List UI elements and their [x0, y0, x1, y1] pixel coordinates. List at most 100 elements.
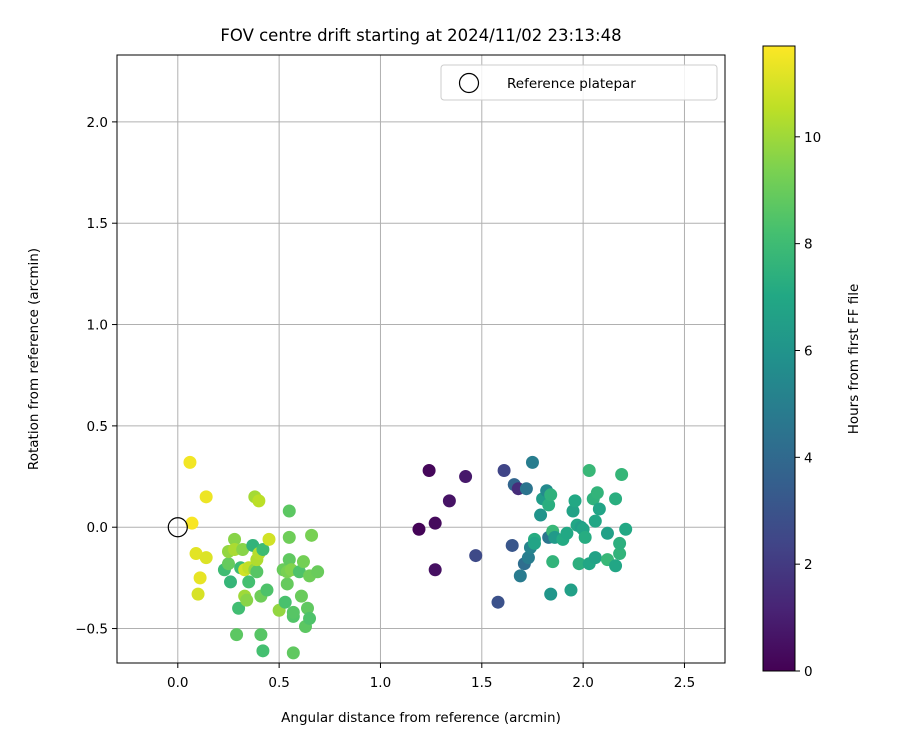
y-tick-label: 0.0 [87, 520, 108, 536]
chart-title: FOV centre drift starting at 2024/11/02 … [220, 26, 621, 45]
data-point [236, 543, 250, 557]
colorbar-ticks: 0 2 4 6 8 10 [795, 130, 821, 680]
data-point [609, 492, 623, 506]
plot-frame [116, 54, 726, 664]
data-point [282, 553, 296, 567]
data-point [542, 498, 556, 512]
data-point [588, 551, 602, 565]
data-point [590, 486, 604, 500]
data-point [223, 575, 237, 589]
data-point [428, 563, 442, 577]
data-point [609, 559, 623, 573]
data-point [183, 455, 197, 469]
colorbar-tick-label: 6 [804, 343, 813, 359]
data-point [428, 516, 442, 530]
y-tick-label: 2.0 [87, 115, 108, 131]
data-point [199, 490, 213, 504]
data-point [527, 536, 541, 550]
data-point [497, 463, 511, 477]
data-point [566, 504, 580, 518]
colorbar-tick-label: 2 [804, 557, 813, 573]
data-point [191, 587, 205, 601]
x-tick-label: 2.5 [674, 675, 695, 691]
colorbar-gradient [762, 45, 796, 672]
data-point [505, 538, 519, 552]
data-point [199, 551, 213, 565]
data-point [564, 583, 578, 597]
data-point [185, 516, 199, 530]
data-point [250, 565, 264, 579]
data-point [491, 595, 505, 609]
data-point [286, 646, 300, 660]
data-point [582, 463, 596, 477]
x-axis-label: Angular distance from reference (arcmin) [281, 710, 561, 726]
y-axis: −0.5 0.0 0.5 1.0 1.5 2.0 [75, 115, 117, 638]
data-point [221, 557, 235, 571]
grid-lines [117, 55, 725, 663]
data-point [619, 522, 633, 536]
data-point [422, 463, 436, 477]
data-point [588, 514, 602, 528]
colorbar-label: Hours from first FF file [846, 284, 862, 435]
data-point [412, 522, 426, 536]
data-point [613, 547, 627, 561]
colorbar-tick-label: 0 [804, 664, 813, 680]
y-tick-label: −0.5 [75, 622, 108, 638]
data-point [592, 502, 606, 516]
data-point [560, 526, 574, 540]
data-point [613, 536, 627, 550]
data-point [262, 532, 276, 546]
data-point [292, 565, 306, 579]
data-point [513, 569, 527, 583]
data-point [311, 565, 325, 579]
legend-marker-icon [458, 72, 480, 94]
legend: Reference platepar [440, 64, 718, 101]
data-point [228, 532, 242, 546]
legend-entry-reference: Reference platepar [507, 76, 636, 92]
colorbar: 0 2 4 6 8 10 Hours from first FF file [762, 45, 862, 680]
data-point [242, 575, 256, 589]
data-point [521, 551, 535, 565]
data-point [615, 468, 629, 482]
x-tick-label: 1.0 [370, 675, 391, 691]
x-tick-label: 0.5 [268, 675, 289, 691]
data-point [519, 482, 533, 496]
data-point [256, 543, 270, 557]
data-point [256, 644, 270, 658]
x-tick-label: 1.5 [471, 675, 492, 691]
colorbar-tick-label: 10 [804, 130, 821, 146]
x-tick-label: 0.0 [167, 675, 188, 691]
data-point [459, 470, 473, 484]
data-point [282, 530, 296, 544]
data-point [240, 593, 254, 607]
data-point [525, 455, 539, 469]
data-point [193, 571, 207, 585]
x-tick-label: 2.0 [572, 675, 593, 691]
data-point [305, 528, 319, 542]
data-point [544, 488, 558, 502]
data-point [294, 589, 308, 603]
data-point [254, 628, 268, 642]
data-point [546, 555, 560, 569]
x-axis: 0.0 0.5 1.0 1.5 2.0 2.5 [167, 663, 695, 691]
y-tick-label: 1.5 [87, 216, 108, 232]
data-point [260, 583, 274, 597]
data-point [534, 508, 548, 522]
reference-platepar-marker [167, 517, 188, 538]
data-point [578, 530, 592, 544]
data-point [296, 555, 310, 569]
reference-point [167, 517, 188, 538]
y-tick-label: 0.5 [87, 419, 108, 435]
y-tick-label: 1.0 [87, 318, 108, 334]
colorbar-tick-label: 4 [804, 450, 813, 466]
data-point [278, 595, 292, 609]
data-point [232, 601, 246, 615]
legend-box [440, 64, 718, 101]
data-point [469, 549, 483, 563]
data-point [442, 494, 456, 508]
data-point [189, 547, 203, 561]
data-point [568, 494, 582, 508]
data-point [252, 494, 266, 508]
data-point [572, 557, 586, 571]
